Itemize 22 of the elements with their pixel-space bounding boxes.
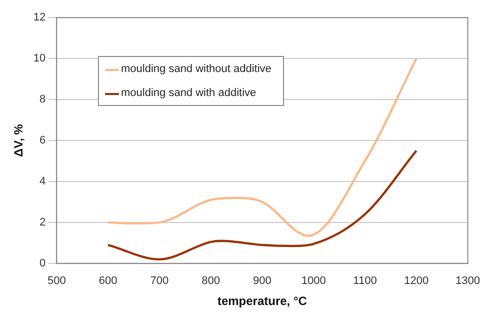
y-tick-label: 12 (33, 12, 46, 24)
x-tick-label: 1300 (456, 275, 480, 288)
y-tick-label: 6 (40, 134, 46, 147)
line-series (106, 57, 418, 237)
x-axis-title: temperature, °C (217, 294, 308, 308)
x-tick-label: 1200 (404, 275, 429, 288)
x-tick-label: 600 (98, 275, 118, 288)
x-tick-label: 800 (202, 275, 220, 288)
x-tick-label: 1100 (353, 275, 377, 288)
y-tick-label: 10 (33, 52, 46, 65)
x-tick-label: 1000 (301, 275, 326, 288)
x-tick-label: 700 (150, 275, 169, 288)
y-tick-label: 8 (40, 94, 46, 106)
y-axis-title: ΔV, % (12, 124, 26, 157)
y-tick-label: 4 (40, 176, 46, 188)
x-tick-label: 500 (47, 275, 66, 288)
legend-label: moulding sand with additive (121, 87, 256, 99)
line-series (106, 150, 418, 260)
y-tick-label: 2 (40, 216, 46, 228)
x-tick-label: 900 (253, 275, 272, 288)
legend-label: moulding sand without additive (121, 63, 272, 75)
y-tick-label: 0 (40, 257, 46, 270)
